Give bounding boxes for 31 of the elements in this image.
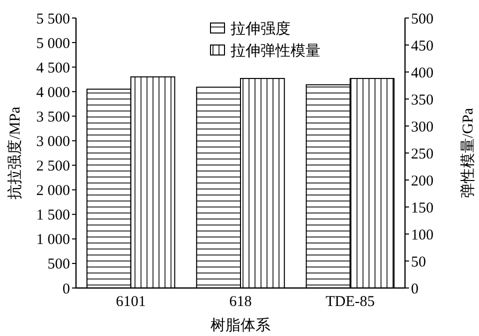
x-axis-title: 树脂体系: [210, 317, 270, 334]
x-tick-label: 6101: [116, 294, 146, 310]
y-tick-label: 4 500: [36, 60, 70, 76]
y2-tick-label: 500: [411, 11, 434, 28]
y-tick-label: 1 500: [36, 208, 70, 224]
y2-tick-label: 200: [411, 173, 434, 190]
y-tick-label: 2 500: [36, 158, 70, 175]
y2-tick-label: 50: [411, 254, 426, 270]
y2-tick-label: 150: [411, 200, 434, 216]
y-axis-title: 抗拉强度/MPa: [6, 106, 24, 200]
y-tick-label: 4 000: [36, 84, 70, 101]
x-tick-label: TDE-85: [326, 294, 375, 310]
y2-tick-label: 400: [411, 65, 434, 82]
y-tick-label: 3 500: [36, 109, 70, 126]
y-tick-label: 3 000: [36, 134, 70, 150]
legend-label: 拉伸强度: [230, 20, 290, 38]
legend-label: 拉伸弹性模量: [230, 42, 320, 60]
y-tick-label: 0: [62, 281, 70, 298]
y2-tick-label: 0: [411, 281, 418, 298]
y-tick-label: 5 000: [36, 36, 70, 52]
y2-tick-label: 450: [411, 38, 434, 54]
y2-tick-label: 100: [411, 227, 434, 244]
y-tick-label: 5 500: [36, 11, 70, 28]
x-tick-label: 618: [229, 294, 252, 310]
y2-tick-label: 350: [411, 92, 434, 108]
y-tick-label: 1 000: [36, 232, 70, 248]
y2-tick-label: 250: [411, 146, 434, 162]
y-tick-label: 500: [48, 256, 70, 273]
y-tick-label: 2 000: [36, 183, 70, 200]
y2-tick-label: 300: [411, 119, 434, 136]
y2-axis-title: 弹性模量/GPa: [459, 108, 476, 198]
